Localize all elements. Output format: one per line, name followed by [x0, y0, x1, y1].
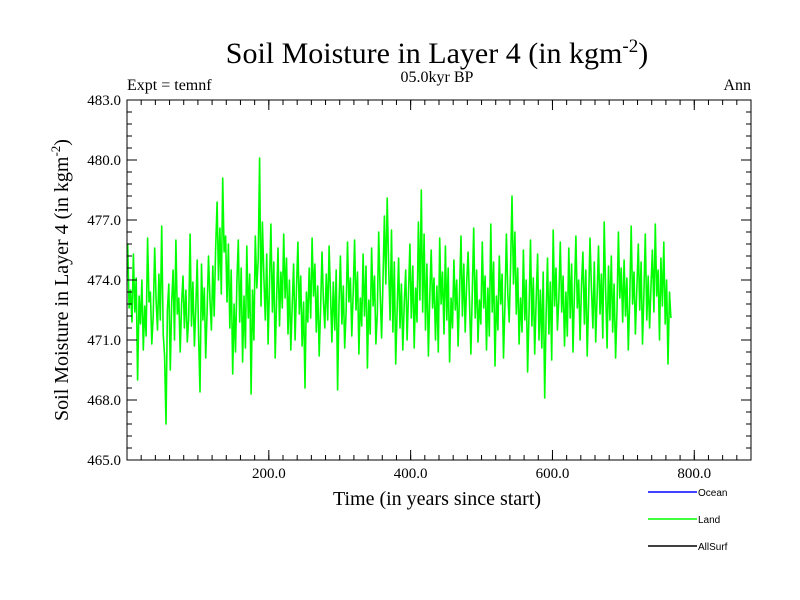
- legend: Ocean Land AllSurf: [648, 488, 728, 553]
- y-tick-label: 483.0: [87, 93, 121, 109]
- minor-ticks: [127, 100, 751, 460]
- legend-label-ocean: Ocean: [698, 488, 727, 499]
- y-axis-label: Soil Moisture in Layer 4 (in kgm-2): [48, 139, 73, 421]
- y-tick-label: 474.0: [87, 273, 121, 289]
- y-axis: 465.0 468.0 471.0 474.0 477.0 480.0 483.0: [87, 93, 751, 469]
- y-tick-label: 480.0: [87, 153, 121, 169]
- x-axis: 200.0 400.0 600.0 800.0: [252, 100, 711, 482]
- legend-label-land: Land: [698, 515, 720, 526]
- x-tick-label: 200.0: [252, 466, 286, 482]
- series-line-land: [127, 157, 672, 425]
- x-tick-label: 600.0: [536, 466, 570, 482]
- season-label: Ann: [723, 77, 751, 94]
- x-tick-label: 400.0: [394, 466, 428, 482]
- y-tick-label: 477.0: [87, 213, 121, 229]
- y-tick-label: 468.0: [87, 393, 121, 409]
- y-tick-label: 465.0: [87, 453, 121, 469]
- legend-label-allsurf: AllSurf: [698, 542, 728, 553]
- y-tick-label: 471.0: [87, 333, 121, 349]
- chart-subtitle: 05.0kyr BP: [401, 69, 474, 86]
- x-tick-label: 800.0: [677, 466, 711, 482]
- chart-title: Soil Moisture in Layer 4 (in kgm-2): [226, 36, 648, 70]
- x-axis-label: Time (in years since start): [333, 488, 541, 510]
- experiment-label: Expt = temnf: [127, 77, 212, 94]
